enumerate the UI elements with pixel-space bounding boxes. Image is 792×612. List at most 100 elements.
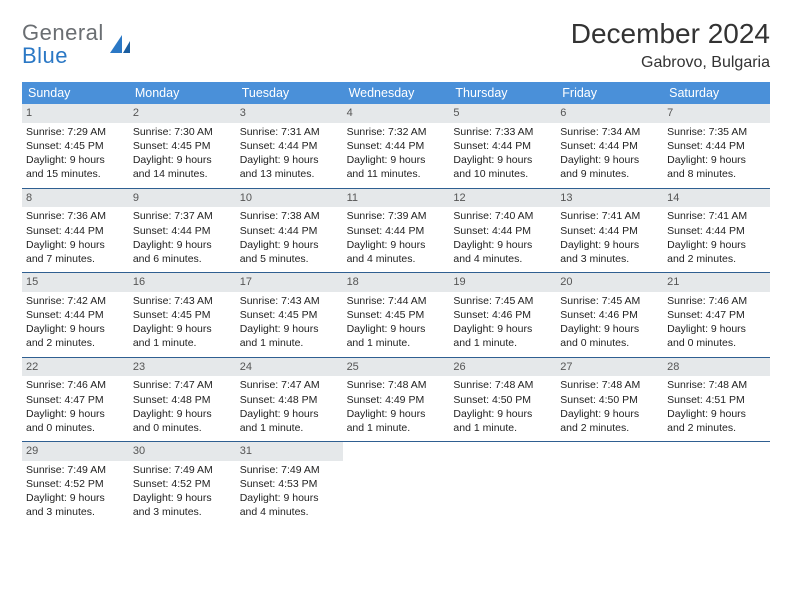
day-number: 30 [129, 442, 236, 461]
sunset-text: Sunset: 4:44 PM [667, 224, 766, 238]
day-cell: 9Sunrise: 7:37 AMSunset: 4:44 PMDaylight… [129, 189, 236, 273]
day-number: 13 [556, 189, 663, 208]
day-header-sun: Sunday [22, 82, 129, 104]
day-header-sat: Saturday [663, 82, 770, 104]
sail-icon [108, 31, 134, 62]
sunset-text: Sunset: 4:44 PM [240, 139, 339, 153]
sunrise-text: Sunrise: 7:36 AM [26, 209, 125, 223]
sunrise-text: Sunrise: 7:47 AM [133, 378, 232, 392]
day-cell [556, 442, 663, 526]
day-header-tue: Tuesday [236, 82, 343, 104]
daylight-text: Daylight: 9 hours [667, 407, 766, 421]
day-cell: 16Sunrise: 7:43 AMSunset: 4:45 PMDayligh… [129, 273, 236, 357]
sunrise-text: Sunrise: 7:38 AM [240, 209, 339, 223]
day-cell: 3Sunrise: 7:31 AMSunset: 4:44 PMDaylight… [236, 104, 343, 188]
sunrise-text: Sunrise: 7:48 AM [347, 378, 446, 392]
daylight-text: Daylight: 9 hours [560, 238, 659, 252]
sunset-text: Sunset: 4:45 PM [133, 308, 232, 322]
brand-text: General Blue [22, 22, 104, 68]
brand-logo: General Blue [22, 18, 134, 68]
daylight-text: Daylight: 9 hours [453, 407, 552, 421]
day-number: 9 [129, 189, 236, 208]
sunrise-text: Sunrise: 7:32 AM [347, 125, 446, 139]
daylight-text: and 15 minutes. [26, 167, 125, 181]
sunset-text: Sunset: 4:50 PM [560, 393, 659, 407]
daylight-text: and 4 minutes. [347, 252, 446, 266]
day-number: 22 [22, 358, 129, 377]
daylight-text: and 0 minutes. [560, 336, 659, 350]
day-cell: 20Sunrise: 7:45 AMSunset: 4:46 PMDayligh… [556, 273, 663, 357]
daylight-text: and 6 minutes. [133, 252, 232, 266]
week-row: 29Sunrise: 7:49 AMSunset: 4:52 PMDayligh… [22, 442, 770, 526]
daylight-text: Daylight: 9 hours [240, 407, 339, 421]
day-cell: 24Sunrise: 7:47 AMSunset: 4:48 PMDayligh… [236, 358, 343, 442]
day-number: 18 [343, 273, 450, 292]
day-header-row: Sunday Monday Tuesday Wednesday Thursday… [22, 82, 770, 104]
daylight-text: and 0 minutes. [26, 421, 125, 435]
sunrise-text: Sunrise: 7:45 AM [560, 294, 659, 308]
day-number: 20 [556, 273, 663, 292]
daylight-text: and 4 minutes. [453, 252, 552, 266]
week-row: 1Sunrise: 7:29 AMSunset: 4:45 PMDaylight… [22, 104, 770, 189]
sunset-text: Sunset: 4:44 PM [26, 308, 125, 322]
daylight-text: Daylight: 9 hours [240, 153, 339, 167]
day-cell: 11Sunrise: 7:39 AMSunset: 4:44 PMDayligh… [343, 189, 450, 273]
day-cell: 22Sunrise: 7:46 AMSunset: 4:47 PMDayligh… [22, 358, 129, 442]
day-number: 3 [236, 104, 343, 123]
day-cell: 7Sunrise: 7:35 AMSunset: 4:44 PMDaylight… [663, 104, 770, 188]
sunrise-text: Sunrise: 7:48 AM [453, 378, 552, 392]
daylight-text: Daylight: 9 hours [453, 238, 552, 252]
sunrise-text: Sunrise: 7:30 AM [133, 125, 232, 139]
sunrise-text: Sunrise: 7:45 AM [453, 294, 552, 308]
sunrise-text: Sunrise: 7:49 AM [133, 463, 232, 477]
week-row: 22Sunrise: 7:46 AMSunset: 4:47 PM Dayligh… [22, 358, 770, 443]
sunset-text: Sunset: 4:51 PM [667, 393, 766, 407]
week-row: 8Sunrise: 7:36 AMSunset: 4:44 PMDaylight… [22, 189, 770, 274]
sunrise-text: Sunrise: 7:35 AM [667, 125, 766, 139]
daylight-text: and 1 minute. [347, 336, 446, 350]
day-number: 7 [663, 104, 770, 123]
daylight-text: and 10 minutes. [453, 167, 552, 181]
daylight-text: and 11 minutes. [347, 167, 446, 181]
day-cell [449, 442, 556, 526]
sunrise-text: Sunrise: 7:43 AM [240, 294, 339, 308]
day-number: 12 [449, 189, 556, 208]
sunrise-text: Sunrise: 7:46 AM [667, 294, 766, 308]
daylight-text: and 1 minute. [240, 421, 339, 435]
day-cell: 19Sunrise: 7:45 AMSunset: 4:46 PMDayligh… [449, 273, 556, 357]
daylight-text: and 1 minute. [347, 421, 446, 435]
day-cell: 21Sunrise: 7:46 AMSunset: 4:47 PMDayligh… [663, 273, 770, 357]
sunset-text: Sunset: 4:53 PM [240, 477, 339, 491]
sunset-text: Sunset: 4:44 PM [347, 224, 446, 238]
daylight-text: and 7 minutes. [26, 252, 125, 266]
day-number: 24 [236, 358, 343, 377]
sunset-text: Sunset: 4:47 PM [26, 393, 125, 407]
sunset-text: Sunset: 4:44 PM [133, 224, 232, 238]
day-cell: 8Sunrise: 7:36 AMSunset: 4:44 PMDaylight… [22, 189, 129, 273]
daylight-text: Daylight: 9 hours [26, 322, 125, 336]
daylight-text: and 2 minutes. [26, 336, 125, 350]
daylight-text: Daylight: 9 hours [133, 491, 232, 505]
daylight-text: Daylight: 9 hours [667, 153, 766, 167]
daylight-text: Daylight: 9 hours [453, 322, 552, 336]
day-cell [663, 442, 770, 526]
daylight-text: Daylight: 9 hours [133, 238, 232, 252]
week-row: 15Sunrise: 7:42 AMSunset: 4:44 PMDayligh… [22, 273, 770, 358]
sunrise-text: Sunrise: 7:46 AM [26, 378, 125, 392]
daylight-text: Daylight: 9 hours [133, 322, 232, 336]
daylight-text: and 4 minutes. [240, 505, 339, 519]
day-cell: 12Sunrise: 7:40 AMSunset: 4:44 PMDayligh… [449, 189, 556, 273]
brand-part1: General [22, 20, 104, 45]
calendar: Sunday Monday Tuesday Wednesday Thursday… [22, 82, 770, 526]
day-number: 28 [663, 358, 770, 377]
sunset-text: Sunset: 4:47 PM [667, 308, 766, 322]
day-header-wed: Wednesday [343, 82, 450, 104]
day-number: 4 [343, 104, 450, 123]
day-cell: 4Sunrise: 7:32 AMSunset: 4:44 PMDaylight… [343, 104, 450, 188]
daylight-text: and 1 minute. [453, 421, 552, 435]
daylight-text: Daylight: 9 hours [347, 238, 446, 252]
day-number: 21 [663, 273, 770, 292]
page: General Blue December 2024 Gabrovo, Bulg… [0, 0, 792, 526]
sunset-text: Sunset: 4:50 PM [453, 393, 552, 407]
sunrise-text: Sunrise: 7:29 AM [26, 125, 125, 139]
